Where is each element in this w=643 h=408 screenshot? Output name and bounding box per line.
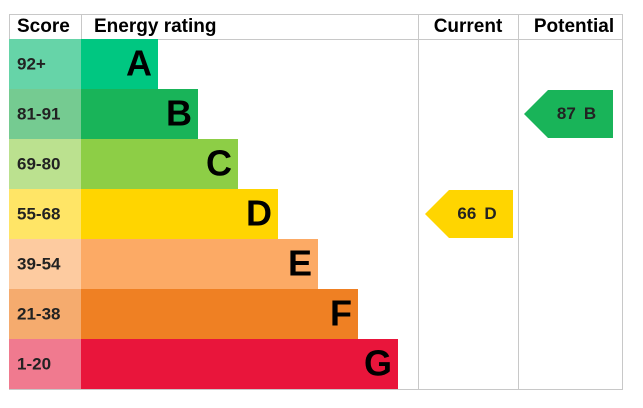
current-letter: D	[484, 204, 496, 223]
rating-bar	[81, 39, 158, 89]
header-potential: Potential	[534, 16, 614, 37]
rating-letter: C	[206, 143, 232, 184]
score-label: 1-20	[17, 354, 51, 373]
score-label: 21-38	[17, 304, 60, 323]
rating-bar	[81, 339, 398, 389]
rating-bar	[81, 289, 358, 339]
potential-marker	[524, 90, 613, 138]
header-current: Current	[434, 16, 503, 37]
rating-bar	[81, 89, 198, 139]
score-cell	[9, 289, 81, 339]
score-cell	[9, 139, 81, 189]
rating-bar	[81, 189, 278, 239]
current-marker	[425, 190, 513, 238]
score-label: 92+	[17, 54, 46, 73]
rating-bar	[81, 239, 318, 289]
rating-letter: E	[288, 243, 312, 284]
score-cell	[9, 189, 81, 239]
current-label: 66 D	[457, 204, 496, 223]
rating-letter: B	[166, 93, 192, 134]
potential-value: 87	[557, 104, 576, 123]
score-label: 39-54	[17, 254, 61, 273]
potential-label: 87 B	[557, 104, 596, 123]
score-cell	[9, 239, 81, 289]
score-label: 69-80	[17, 154, 60, 173]
header-rating: Energy rating	[94, 16, 216, 37]
rating-letter: G	[364, 343, 392, 384]
score-label: 55-68	[17, 204, 60, 223]
rating-letter: F	[330, 293, 352, 334]
potential-letter: B	[584, 104, 596, 123]
rating-letter: A	[126, 43, 152, 84]
score-label: 81-91	[17, 104, 60, 123]
rating-letter: D	[246, 193, 272, 234]
header-score: Score	[17, 16, 70, 37]
current-value: 66	[457, 204, 476, 223]
score-cell	[9, 39, 81, 89]
score-cell	[9, 339, 81, 389]
rating-bar	[81, 139, 238, 189]
score-cell	[9, 89, 81, 139]
